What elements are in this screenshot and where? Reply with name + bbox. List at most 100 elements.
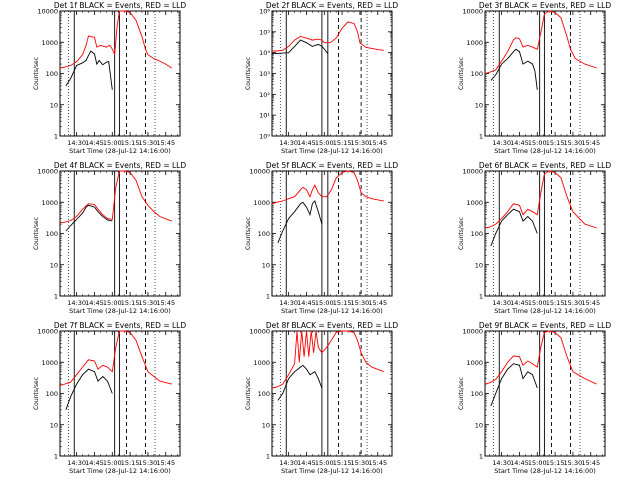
series-line-events xyxy=(272,39,329,55)
panel-title: Det 6f BLACK = Events, RED = LLD xyxy=(479,161,612,170)
x-tick-label: 14:30 xyxy=(279,139,298,147)
y-tick-label: 10⁵ xyxy=(259,28,270,36)
x-tick-label: 14:45 xyxy=(297,459,316,467)
y-tick-label: 1 xyxy=(54,293,58,301)
series-line-events xyxy=(65,368,113,410)
x-tick-label: 15:30 xyxy=(139,299,158,307)
panel-title: Det 2f BLACK = Events, RED = LLD xyxy=(266,1,399,10)
plot-frame xyxy=(271,330,393,457)
series-line-events xyxy=(490,208,538,247)
y-tick-label: 10⁰ xyxy=(259,133,270,141)
y-tick-label: 1 xyxy=(266,293,270,301)
x-tick-label: 15:00 xyxy=(528,139,547,147)
panel-title: Det 3f BLACK = Events, RED = LLD xyxy=(479,1,612,10)
series-line-lld xyxy=(271,170,384,205)
panel-title: Det 8f BLACK = Events, RED = LLD xyxy=(266,321,399,330)
y-axis-label: Counts/sec xyxy=(33,217,40,250)
x-tick-label: 15:00 xyxy=(315,459,334,467)
y-tick-label: 10³ xyxy=(259,70,270,78)
x-axis-label: Start Time (28-Jul-12 14:16:00) xyxy=(494,147,596,155)
y-axis-label: Counts/sec xyxy=(458,57,465,90)
x-tick-label: 15:15 xyxy=(333,459,352,467)
x-tick-label: 15:00 xyxy=(103,459,122,467)
x-tick-label: 15:00 xyxy=(315,299,334,307)
x-tick-label: 14:45 xyxy=(85,459,104,467)
panel-title: Det 1f BLACK = Events, RED = LLD xyxy=(54,1,187,10)
x-tick-label: 15:30 xyxy=(564,459,583,467)
y-axis-label: Counts/sec xyxy=(458,377,465,410)
y-tick-label: 10000 xyxy=(37,328,58,336)
x-tick-label: 15:15 xyxy=(121,299,140,307)
x-tick-label: 14:30 xyxy=(67,139,86,147)
x-tick-label: 15:30 xyxy=(351,139,370,147)
y-axis-label: Counts/sec xyxy=(458,217,465,250)
plot-frame xyxy=(271,170,393,297)
panel-det-3: Det 3f BLACK = Events, RED = LLD 1 10 100 10… xyxy=(458,1,611,155)
y-tick-label: 10² xyxy=(259,91,270,99)
y-tick-label: 1000 xyxy=(253,359,270,367)
y-tick-label: 10000 xyxy=(37,8,58,16)
x-tick-label: 15:30 xyxy=(351,299,370,307)
x-tick-label: 14:30 xyxy=(492,459,511,467)
series-line-lld xyxy=(59,10,172,69)
series-line-events xyxy=(490,48,538,90)
panel-det-2: Det 2f BLACK = Events, RED = LLD 10⁰ 10¹ 10… xyxy=(245,1,398,155)
series-line-events xyxy=(277,364,323,401)
x-tick-label: 15:00 xyxy=(528,459,547,467)
x-tick-label: 14:45 xyxy=(85,299,104,307)
panel-det-4: Det 4f BLACK = Events, RED = LLD 1 10 100 10… xyxy=(33,161,186,315)
panel-det-6: Det 6f BLACK = Events, RED = LLD 1 10 100 10… xyxy=(458,161,611,315)
y-tick-label: 10 xyxy=(262,421,270,429)
y-tick-label: 1 xyxy=(479,453,483,461)
x-tick-label: 15:15 xyxy=(121,459,140,467)
plot-frame xyxy=(59,330,181,457)
x-axis-label: Start Time (28-Jul-12 14:16:00) xyxy=(281,307,383,315)
y-tick-label: 100 xyxy=(46,230,58,238)
series-line-events xyxy=(277,200,323,244)
panel-det-7: Det 7f BLACK = Events, RED = LLD 1 10 100 10… xyxy=(33,321,186,475)
series-line-lld xyxy=(484,170,597,229)
y-tick-label: 10000 xyxy=(462,168,483,176)
y-tick-label: 10 xyxy=(475,421,483,429)
x-axis-label: Start Time (28-Jul-12 14:16:00) xyxy=(494,307,596,315)
y-tick-label: 1000 xyxy=(466,359,483,367)
x-tick-label: 14:30 xyxy=(279,299,298,307)
x-tick-label: 15:30 xyxy=(564,139,583,147)
x-tick-label: 15:45 xyxy=(368,459,387,467)
x-tick-label: 15:15 xyxy=(546,459,565,467)
y-tick-label: 10000 xyxy=(462,328,483,336)
x-tick-label: 15:00 xyxy=(103,139,122,147)
panel-det-9: Det 9f BLACK = Events, RED = LLD 1 10 100 10… xyxy=(458,321,611,475)
y-tick-label: 100 xyxy=(471,230,483,238)
y-tick-label: 10¹ xyxy=(259,112,270,120)
x-tick-label: 14:45 xyxy=(85,139,104,147)
y-tick-label: 1000 xyxy=(253,199,270,207)
panel-det-1: Det 1f BLACK = Events, RED = LLD 1 10 100 10… xyxy=(33,1,186,155)
y-tick-label: 1000 xyxy=(41,199,58,207)
x-tick-label: 15:45 xyxy=(581,459,600,467)
y-tick-label: 10 xyxy=(475,101,483,109)
x-tick-label: 15:15 xyxy=(333,299,352,307)
y-axis-label: Counts/sec xyxy=(245,217,252,250)
x-tick-label: 14:30 xyxy=(279,459,298,467)
y-tick-label: 1000 xyxy=(466,39,483,47)
x-tick-label: 15:45 xyxy=(156,139,175,147)
y-tick-label: 10⁴ xyxy=(259,49,270,57)
y-tick-label: 100 xyxy=(471,390,483,398)
y-tick-label: 10 xyxy=(50,261,58,269)
x-tick-label: 14:45 xyxy=(297,299,316,307)
y-tick-label: 1 xyxy=(479,293,483,301)
y-tick-label: 100 xyxy=(46,70,58,78)
y-axis-label: Counts/sec xyxy=(33,57,40,90)
panel-title: Det 5f BLACK = Events, RED = LLD xyxy=(266,161,399,170)
x-tick-label: 15:45 xyxy=(581,299,600,307)
series-line-events xyxy=(65,204,113,232)
x-tick-label: 15:45 xyxy=(581,139,600,147)
plot-frame xyxy=(59,170,181,297)
x-tick-label: 15:45 xyxy=(368,139,387,147)
x-axis-label: Start Time (28-Jul-12 14:16:00) xyxy=(494,467,596,475)
y-tick-label: 10 xyxy=(50,421,58,429)
x-tick-label: 15:45 xyxy=(156,459,175,467)
series-line-lld xyxy=(59,330,172,386)
series-line-events xyxy=(65,50,113,90)
